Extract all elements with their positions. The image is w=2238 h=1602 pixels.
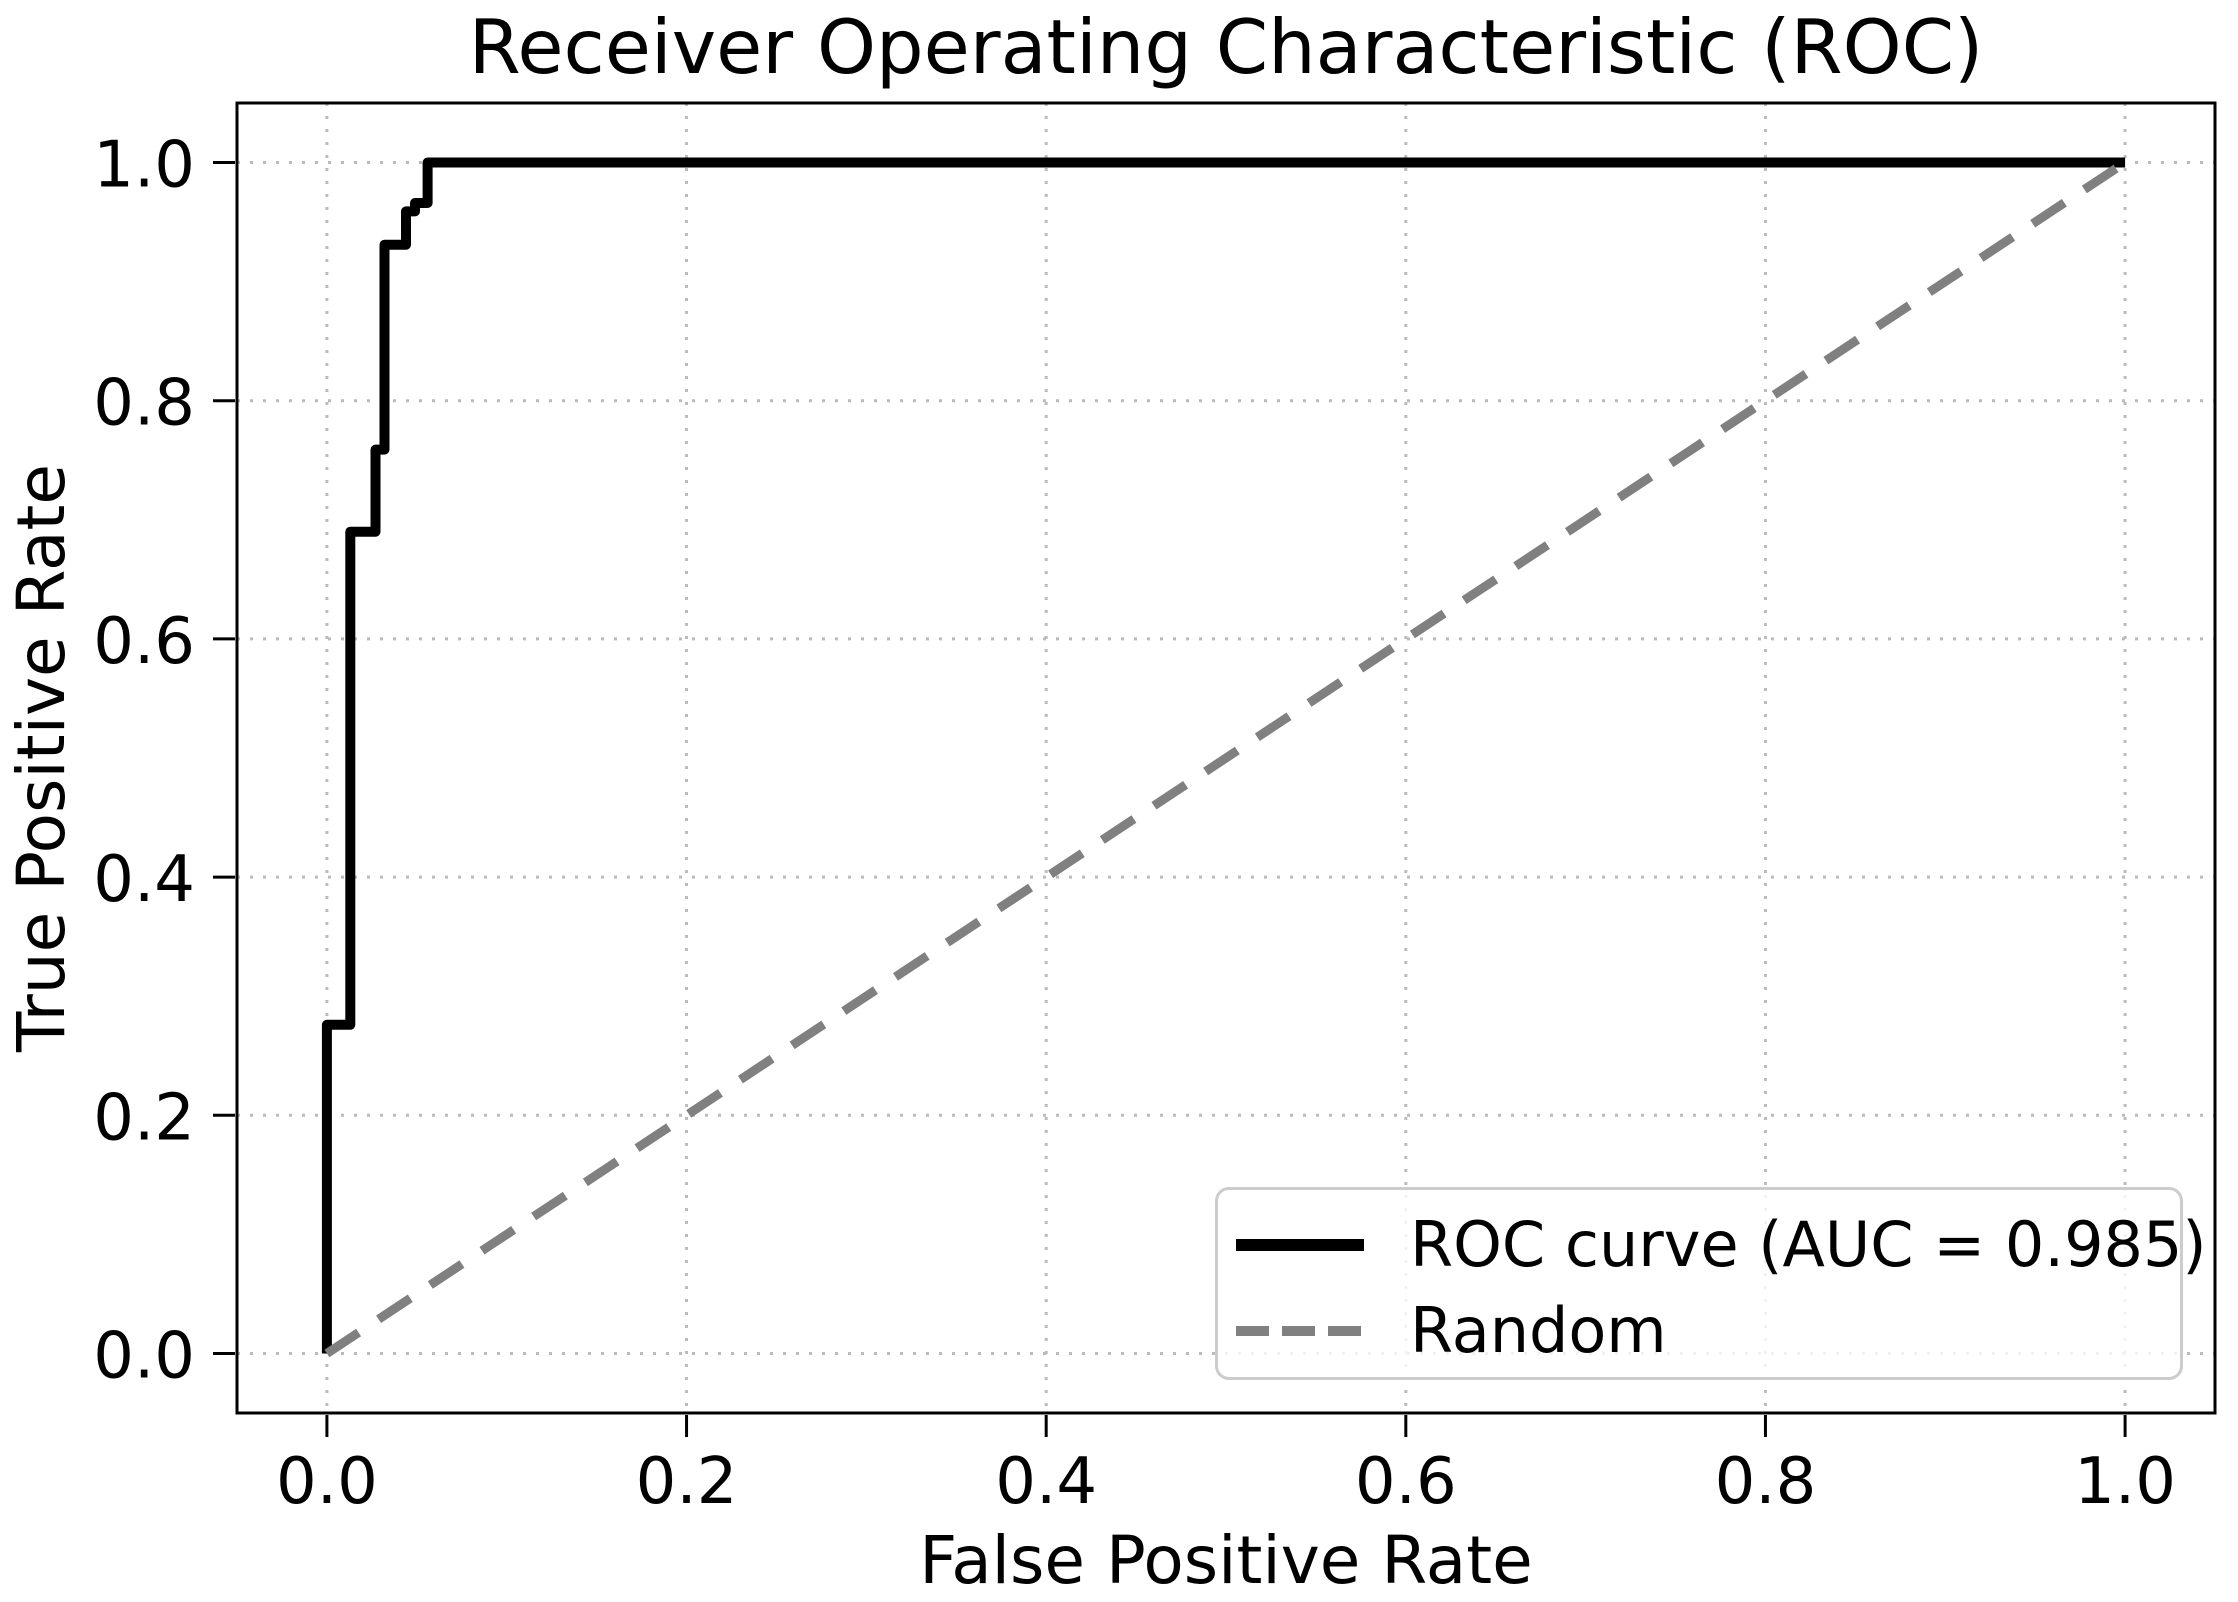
roc-curve-line — [321, 157, 2126, 1354]
x-tick-label: 0.8 — [1715, 1445, 1817, 1519]
y-tick-label: 0.4 — [93, 843, 195, 917]
x-tick-label: 0.6 — [1355, 1445, 1457, 1519]
legend-item-roc-curve: ROC curve (AUC = 0.985) — [1234, 1202, 2207, 1288]
legend: ROC curve (AUC = 0.985) Random — [1215, 1187, 2207, 1380]
x-axis-label: False Positive Rate — [919, 1522, 1533, 1599]
y-tick-label: 0.2 — [93, 1081, 195, 1155]
legend-item-random: Random — [1234, 1288, 2180, 1374]
legend-roc-sample — [1236, 1238, 1364, 1251]
legend-label-roc-curve: ROC curve (AUC = 0.985) — [1410, 1207, 2207, 1281]
y-axis-label: True Positive Rate — [3, 464, 80, 1052]
random-baseline-line — [324, 158, 2128, 1358]
legend-label-random: Random — [1410, 1293, 1667, 1367]
plot-border — [235, 101, 2217, 1415]
legend-random-sample — [1236, 1325, 1364, 1336]
x-tick-label: 0.4 — [995, 1445, 1097, 1519]
chart-title: Receiver Operating Characteristic (ROC) — [468, 3, 1984, 91]
y-tick-label: 0.6 — [93, 605, 195, 679]
x-tick-label: 0.2 — [636, 1445, 738, 1519]
y-tick-label: 1.0 — [93, 129, 195, 203]
x-tick-label: 0.0 — [276, 1445, 378, 1519]
y-tick-label: 0.8 — [93, 367, 195, 441]
x-tick-label: 1.0 — [2074, 1445, 2176, 1519]
y-tick-label: 0.0 — [93, 1319, 195, 1393]
